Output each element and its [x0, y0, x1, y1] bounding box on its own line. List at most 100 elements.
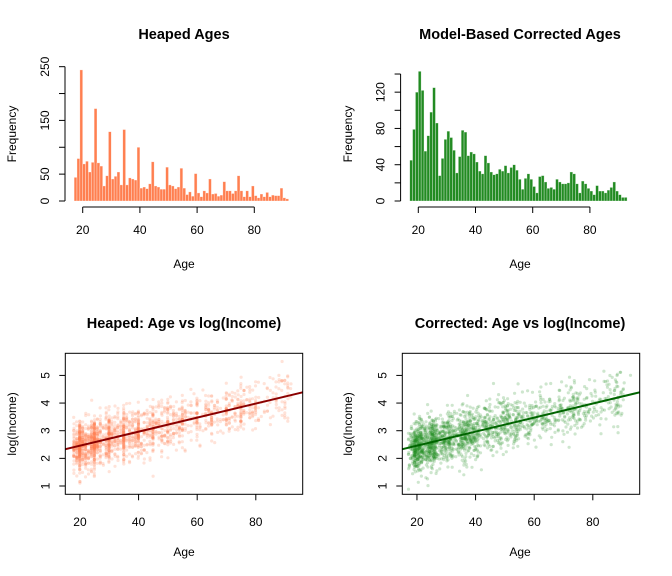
data-point	[189, 400, 193, 404]
data-point	[189, 424, 193, 428]
data-point	[195, 421, 199, 425]
data-point	[104, 452, 108, 456]
data-point	[506, 431, 510, 435]
data-point	[139, 435, 144, 439]
data-point	[414, 436, 418, 441]
data-point	[503, 427, 508, 432]
data-point	[432, 456, 436, 460]
data-point	[436, 436, 441, 440]
data-point	[84, 411, 88, 415]
data-point	[107, 452, 111, 456]
data-point	[506, 418, 510, 422]
data-point	[107, 423, 111, 427]
data-point	[420, 420, 424, 424]
data-point	[134, 433, 138, 437]
data-point	[498, 400, 502, 405]
y-tick-label: 1	[38, 482, 52, 489]
data-point	[459, 441, 463, 445]
data-point	[505, 409, 509, 413]
data-point	[445, 440, 449, 444]
data-point	[133, 437, 137, 441]
data-point	[151, 412, 155, 416]
data-point	[415, 457, 419, 461]
data-point	[92, 444, 96, 448]
data-point	[423, 426, 427, 430]
data-point	[101, 435, 105, 439]
data-point	[413, 440, 417, 444]
data-point	[511, 413, 515, 417]
data-point	[474, 432, 478, 437]
data-point	[413, 454, 417, 458]
data-point	[78, 453, 82, 457]
data-point	[92, 444, 96, 448]
data-point	[151, 441, 155, 445]
data-point	[614, 407, 618, 411]
data-point	[157, 443, 161, 447]
data-point	[476, 411, 480, 415]
data-point	[130, 414, 135, 418]
data-point	[441, 456, 445, 460]
data-point	[107, 432, 111, 436]
data-point	[77, 452, 82, 457]
data-point	[78, 436, 82, 440]
histogram-bar	[222, 181, 226, 202]
data-point	[475, 455, 479, 459]
data-point	[107, 432, 111, 436]
data-point	[75, 456, 79, 461]
data-point	[525, 414, 530, 418]
data-point	[578, 417, 582, 422]
data-point	[530, 404, 534, 408]
data-point	[438, 430, 442, 435]
data-point	[72, 440, 76, 444]
data-point	[499, 441, 503, 445]
data-point	[104, 456, 108, 460]
data-point	[210, 400, 214, 404]
data-point	[151, 406, 155, 410]
data-point	[136, 433, 140, 437]
data-point	[449, 411, 453, 416]
data-point	[90, 448, 94, 452]
data-point	[78, 432, 82, 437]
data-point	[506, 428, 510, 432]
data-point	[239, 412, 243, 416]
data-point	[163, 406, 167, 410]
data-point	[488, 419, 492, 423]
data-point	[168, 441, 172, 445]
data-point	[549, 443, 553, 447]
data-point	[83, 454, 87, 458]
data-point	[89, 470, 94, 474]
data-point	[98, 461, 102, 465]
data-point	[80, 452, 85, 456]
data-point	[496, 427, 500, 431]
data-point	[452, 412, 456, 416]
data-point	[472, 453, 476, 458]
data-point	[467, 412, 471, 416]
data-point	[442, 454, 446, 458]
data-point	[474, 425, 478, 429]
data-point	[420, 455, 424, 459]
data-point	[81, 439, 85, 444]
data-point	[502, 410, 506, 414]
data-point	[122, 435, 126, 439]
data-point	[501, 411, 505, 416]
data-point	[148, 423, 152, 427]
data-point	[186, 415, 190, 419]
data-point	[268, 388, 272, 392]
x-tick-label: 80	[248, 223, 262, 237]
histogram-bar	[475, 161, 479, 202]
data-point	[92, 436, 96, 440]
data-point	[142, 457, 146, 461]
data-point	[419, 467, 423, 472]
data-point	[459, 423, 463, 427]
histogram-bar	[543, 181, 548, 202]
histogram-bar	[233, 190, 238, 202]
data-point	[81, 441, 85, 445]
data-point	[107, 447, 111, 451]
data-point	[127, 441, 132, 445]
data-point	[577, 417, 581, 421]
data-point	[239, 419, 243, 423]
data-point	[522, 401, 526, 405]
data-point	[107, 405, 111, 409]
data-point	[268, 423, 272, 427]
